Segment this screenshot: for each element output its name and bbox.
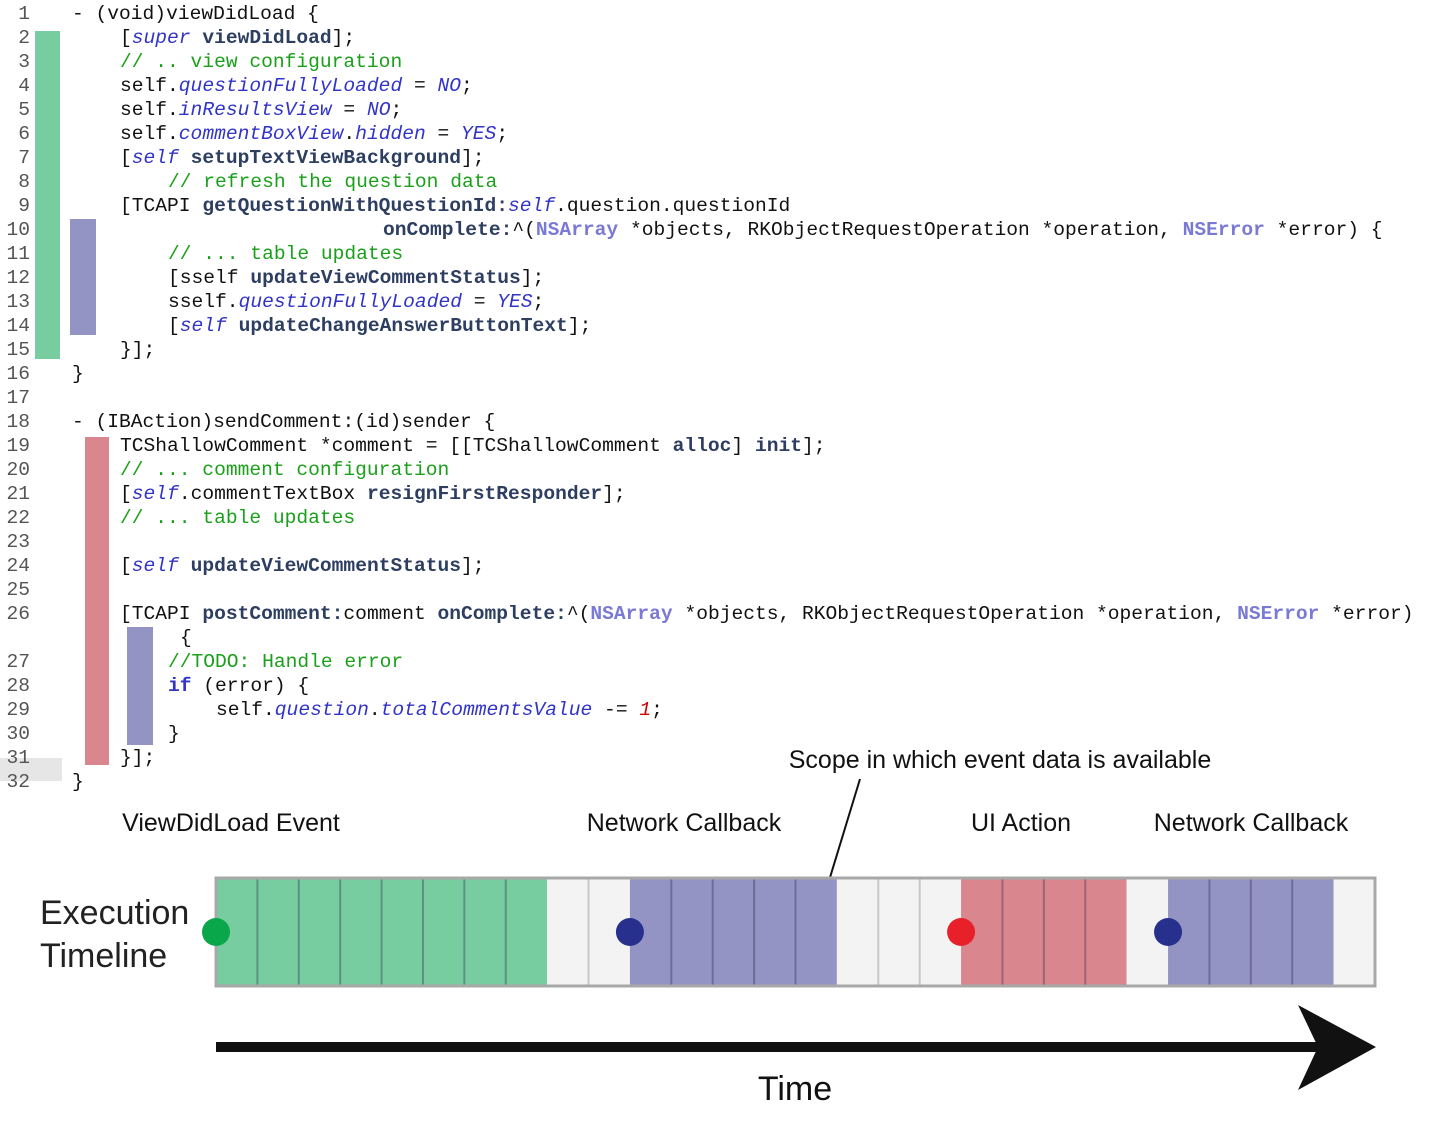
execution-label-line1: Execution <box>40 894 189 932</box>
code-line: self.commentBoxView.hidden = YES; <box>120 123 508 145</box>
code-line: [self updateChangeAnswerButtonText]; <box>168 315 591 337</box>
line-number: 4 <box>18 75 30 97</box>
code-line: onComplete:^(NSArray *objects, RKObjectR… <box>383 219 1383 241</box>
code-line: if (error) { <box>168 675 309 697</box>
code-line: self.questionFullyLoaded = NO; <box>120 75 473 97</box>
line-number: 21 <box>6 483 30 505</box>
code-line: //TODO: Handle error <box>168 651 403 673</box>
code-line: { <box>180 627 192 649</box>
code-line: [self updateViewCommentStatus]; <box>120 555 485 577</box>
event-label-network-callback-2: Network Callback <box>1154 809 1349 837</box>
line-number: 19 <box>6 435 30 457</box>
line-number: 15 <box>6 339 30 361</box>
line-number: 13 <box>6 291 30 313</box>
line-number: 3 <box>18 51 30 73</box>
scope-bars <box>35 31 153 765</box>
time-label: Time <box>758 1070 832 1108</box>
event-dot-4 <box>1154 918 1183 946</box>
line-number: 9 <box>18 195 30 217</box>
timeline-segment-network_callback <box>629 878 837 986</box>
line-number: 27 <box>6 651 30 673</box>
line-number: 6 <box>18 123 30 145</box>
line-number: 28 <box>6 675 30 697</box>
code-line: [sself updateViewCommentStatus]; <box>168 267 544 289</box>
code-line: // ... table updates <box>168 243 403 265</box>
line-number: 17 <box>6 387 30 409</box>
code-line: // ... table updates <box>120 507 355 529</box>
time-arrowhead-icon <box>1298 1005 1376 1090</box>
code-line: [super viewDidLoad]; <box>120 27 355 49</box>
code-line: }]; <box>120 747 155 769</box>
code-line: [self.commentTextBox resignFirstResponde… <box>120 483 626 505</box>
line-number: 24 <box>6 555 30 577</box>
event-label-network-callback-1: Network Callback <box>587 809 782 837</box>
timeline-bar <box>214 876 1377 988</box>
line-number: 25 <box>6 579 30 601</box>
code-line: [self setupTextViewBackground]; <box>120 147 485 169</box>
code-line: // refresh the question data <box>168 171 497 193</box>
code-line: self.question.totalCommentsValue -= 1; <box>216 699 663 721</box>
event-dot-1 <box>202 918 230 946</box>
code-line: // .. view configuration <box>120 51 402 73</box>
code-line: [TCAPI postComment:comment onComplete:^(… <box>120 603 1413 625</box>
event-dot-2 <box>615 918 644 946</box>
line-number: 2 <box>18 27 30 49</box>
scope-annotation: Scope in which event data is available <box>789 746 1212 774</box>
code-line: sself.questionFullyLoaded = YES; <box>168 291 544 313</box>
line-number: 14 <box>6 315 30 337</box>
code-listing: 1 - (void)viewDidLoad { 2 [super viewDidLoa… <box>0 3 1413 793</box>
code-line: self.inResultsView = NO; <box>120 99 402 121</box>
event-dot-3 <box>947 918 976 946</box>
execution-label-line2: Timeline <box>40 937 167 975</box>
timeline-segment-viewdidload <box>216 878 548 986</box>
scope-bar-ui-action <box>85 437 109 765</box>
code-line: TCShallowComment *comment = [[TCShallowC… <box>120 435 826 457</box>
scope-bar-network-callback-1 <box>70 219 96 335</box>
line-number: 22 <box>6 507 30 529</box>
line-number: 11 <box>6 243 30 265</box>
line-number: 29 <box>6 699 30 721</box>
code-line: } <box>72 771 84 793</box>
line-number: 16 <box>6 363 30 385</box>
code-line: [TCAPI getQuestionWithQuestionId:self.qu… <box>120 195 790 217</box>
code-line: } <box>72 363 84 385</box>
code-line: }]; <box>120 339 155 361</box>
line-number: 30 <box>6 723 30 745</box>
timeline-segment-idle <box>1333 878 1375 986</box>
line-number: 23 <box>6 531 30 553</box>
event-label-viewdidload: ViewDidLoad Event <box>122 809 340 837</box>
line-number: 20 <box>6 459 30 481</box>
line-number: 7 <box>18 147 30 169</box>
timeline-segment-ui_action <box>961 878 1127 986</box>
scope-bar-network-callback-2 <box>127 627 153 745</box>
line-number: 8 <box>18 171 30 193</box>
code-line: // ... comment configuration <box>120 459 449 481</box>
line-number: 12 <box>6 267 30 289</box>
event-dots <box>202 918 1183 946</box>
event-label-ui-action: UI Action <box>971 809 1071 837</box>
code-line: - (IBAction)sendComment:(id)sender { <box>72 411 495 433</box>
code-line: } <box>168 723 180 745</box>
code-line: - (void)viewDidLoad { <box>72 3 319 25</box>
line-number: 31 <box>6 747 30 769</box>
timeline-segment-idle <box>836 878 962 986</box>
line-number: 1 <box>18 3 30 25</box>
line-number: 18 <box>6 411 30 433</box>
timeline-segment-network_callback <box>1168 878 1334 986</box>
line-number: 5 <box>18 99 30 121</box>
current-line-highlight <box>0 758 62 781</box>
scope-bar-viewdidload <box>35 31 60 359</box>
line-number: 32 <box>6 771 30 793</box>
line-number: 10 <box>6 219 30 241</box>
line-number: 26 <box>6 603 30 625</box>
